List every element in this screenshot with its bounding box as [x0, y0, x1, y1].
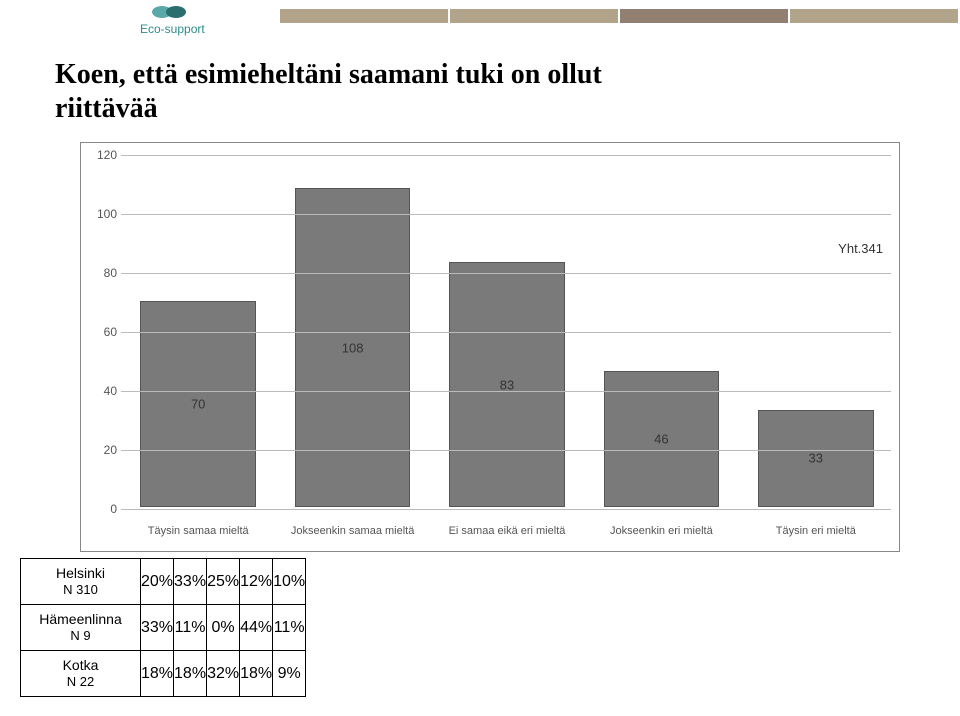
table-cell: 11%	[273, 605, 306, 651]
page-title: Koen, että esimieheltäni saamani tuki on…	[55, 58, 602, 125]
table-cell: 25%	[207, 559, 240, 605]
chart-plot-area: 70 108 83 46 33	[121, 155, 891, 507]
chart-bar-value: 46	[605, 432, 719, 447]
header-stripe	[280, 9, 448, 23]
chart-y-tick: 120	[89, 148, 117, 162]
logo-icon	[152, 6, 192, 20]
chart-bar-value: 33	[759, 451, 873, 466]
chart-y-tick: 60	[89, 325, 117, 339]
bar-chart: 70 108 83 46 33 Yht.341 0 20 40 60 80 100 120 Täysi…	[80, 142, 900, 552]
header-stripe	[620, 9, 788, 23]
chart-gridline	[121, 450, 891, 451]
header-stripe	[450, 9, 618, 23]
table-row: HelsinkiN 31020%33%25%12%10%	[21, 559, 306, 605]
table-row: KotkaN 2218%18%32%18%9%	[21, 651, 306, 697]
chart-x-label: Täysin samaa mieltä	[121, 525, 275, 537]
logo-block: Eco-support	[0, 0, 280, 50]
table-row-header: HämeenlinnaN 9	[21, 605, 141, 651]
table-cell: 18%	[174, 651, 207, 697]
table-row-header: HelsinkiN 310	[21, 559, 141, 605]
chart-bar: 33	[758, 410, 874, 507]
chart-total-label: Yht.341	[838, 241, 883, 256]
chart-gridline	[121, 509, 891, 510]
title-line-1: Koen, että esimieheltäni saamani tuki on…	[55, 59, 602, 90]
chart-x-label: Ei samaa eikä eri mieltä	[430, 525, 584, 537]
chart-bar-value: 108	[296, 340, 410, 355]
chart-gridline	[121, 332, 891, 333]
chart-gridline	[121, 214, 891, 215]
table-cell: 18%	[141, 651, 174, 697]
header-stripe	[790, 9, 958, 23]
chart-bar-value: 83	[450, 377, 564, 392]
chart-y-tick: 100	[89, 207, 117, 221]
data-table: HelsinkiN 31020%33%25%12%10%HämeenlinnaN…	[20, 558, 306, 697]
chart-bar: 83	[449, 262, 565, 507]
chart-bar-value: 70	[141, 396, 255, 411]
chart-x-label: Täysin eri mieltä	[739, 525, 893, 537]
table-cell: 20%	[141, 559, 174, 605]
chart-y-tick: 80	[89, 266, 117, 280]
table-cell: 18%	[240, 651, 273, 697]
table-cell: 33%	[141, 605, 174, 651]
table-cell: 44%	[240, 605, 273, 651]
title-line-2: riittävää	[55, 93, 158, 124]
header: Eco-support	[0, 0, 960, 28]
table-cell: 9%	[273, 651, 306, 697]
table-row-header: KotkaN 22	[21, 651, 141, 697]
table-cell: 32%	[207, 651, 240, 697]
table-cell: 11%	[174, 605, 207, 651]
chart-gridline	[121, 391, 891, 392]
chart-bar: 108	[295, 188, 411, 507]
table-cell: 0%	[207, 605, 240, 651]
table-cell: 33%	[174, 559, 207, 605]
chart-gridline	[121, 273, 891, 274]
chart-gridline	[121, 155, 891, 156]
table-cell: 10%	[273, 559, 306, 605]
header-stripes	[280, 9, 960, 23]
chart-y-tick: 0	[89, 502, 117, 516]
chart-x-label: Jokseenkin eri mieltä	[584, 525, 738, 537]
table-cell: 12%	[240, 559, 273, 605]
chart-x-label: Jokseenkin samaa mieltä	[275, 525, 429, 537]
chart-y-tick: 40	[89, 384, 117, 398]
table-row: HämeenlinnaN 933%11%0%44%11%	[21, 605, 306, 651]
logo-text: Eco-support	[140, 22, 205, 36]
chart-y-tick: 20	[89, 443, 117, 457]
